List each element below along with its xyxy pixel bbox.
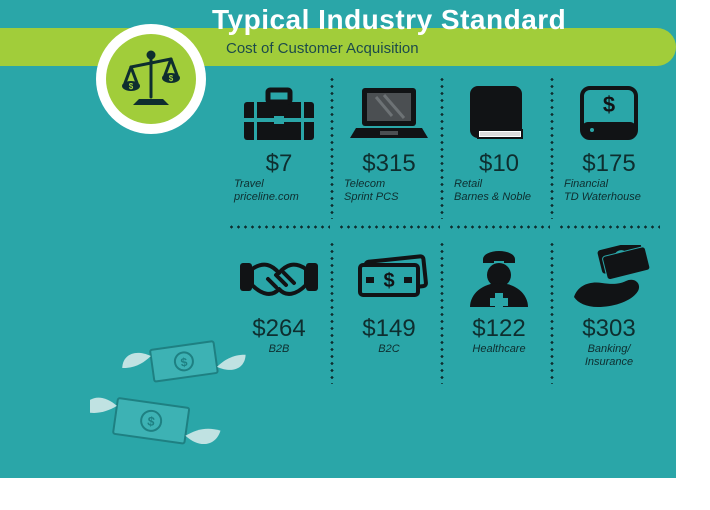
scales-icon: $ $ [119, 47, 183, 111]
cost-cell: $ $149B2C [334, 235, 444, 400]
example-label: Barnes & Noble [444, 191, 554, 204]
cost-cell: $315TelecomSprint PCS [334, 70, 444, 235]
scales-medallion-inner: $ $ [106, 34, 196, 124]
price-value: $7 [266, 150, 293, 178]
page-title: Typical Industry Standard [212, 4, 566, 36]
price-value: $122 [472, 315, 525, 343]
svg-text:$: $ [169, 74, 174, 83]
cost-grid: $7Travelpriceline.com$315TelecomSprint P… [224, 70, 664, 400]
category-label: B2C [334, 343, 444, 356]
example-label: Sprint PCS [334, 191, 444, 204]
price-value: $10 [479, 150, 519, 178]
category-label: Travel [224, 178, 334, 191]
cost-cell: $10RetailBarnes & Noble [444, 70, 554, 235]
example-label: Insurance [554, 356, 664, 369]
price-value: $303 [582, 315, 635, 343]
category-label: Telecom [334, 178, 444, 191]
example-label: priceline.com [224, 191, 334, 204]
cost-cell: $7Travelpriceline.com [224, 70, 334, 235]
price-value: $264 [252, 315, 305, 343]
svg-text:$: $ [129, 82, 134, 91]
cost-cell: $ $175FinancialTD Waterhouse [554, 70, 664, 235]
cost-cell: $122Healthcare [444, 235, 554, 400]
divider-horizontal [558, 225, 660, 229]
briefcase-icon [235, 78, 323, 148]
category-label: Financial [554, 178, 664, 191]
infographic-canvas: Typical Industry Standard Cost of Custom… [0, 0, 676, 478]
divider-horizontal [228, 225, 330, 229]
handshake-icon [235, 243, 323, 313]
svg-text:$: $ [383, 270, 394, 292]
laptop-icon [345, 78, 433, 148]
category-label: Banking/ [554, 343, 664, 356]
scales-medallion: $ $ [96, 24, 206, 134]
example-label: TD Waterhouse [554, 191, 664, 204]
svg-text:$: $ [603, 92, 615, 117]
flying-money-icon: $ $ [90, 340, 260, 460]
hdd-money-icon: $ [565, 78, 653, 148]
price-value: $149 [362, 315, 415, 343]
cost-cell: $$303Banking/Insurance [554, 235, 664, 400]
category-label: Retail [444, 178, 554, 191]
hand-money-icon: $ [565, 243, 653, 313]
page-subtitle: Cost of Customer Acquisition [226, 40, 419, 57]
price-value: $315 [362, 150, 415, 178]
divider-horizontal [448, 225, 550, 229]
divider-horizontal [338, 225, 440, 229]
price-value: $175 [582, 150, 635, 178]
cash-stack-icon: $ [345, 243, 433, 313]
medic-icon [455, 243, 543, 313]
book-icon [455, 78, 543, 148]
category-label: Healthcare [444, 343, 554, 356]
